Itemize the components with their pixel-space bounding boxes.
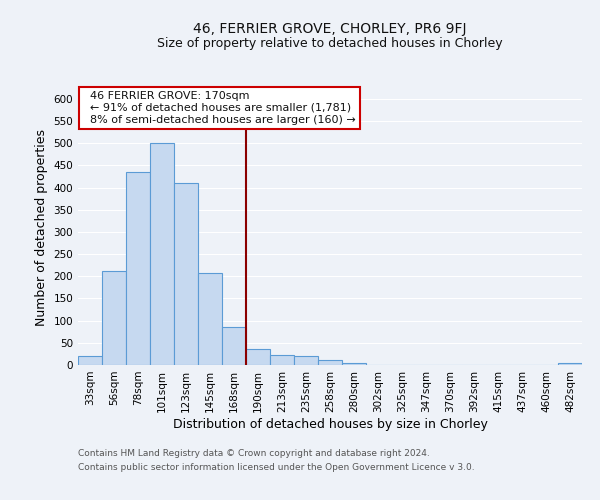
Bar bbox=[294, 356, 318, 365]
Bar bbox=[246, 348, 270, 365]
Text: Size of property relative to detached houses in Chorley: Size of property relative to detached ho… bbox=[157, 38, 503, 51]
Bar bbox=[222, 328, 246, 365]
Text: Contains public sector information licensed under the Open Government Licence v : Contains public sector information licen… bbox=[78, 464, 475, 472]
Text: 46, FERRIER GROVE, CHORLEY, PR6 9FJ: 46, FERRIER GROVE, CHORLEY, PR6 9FJ bbox=[193, 22, 467, 36]
Bar bbox=[150, 143, 174, 365]
Bar bbox=[102, 271, 126, 365]
Bar bbox=[342, 363, 366, 365]
Bar bbox=[126, 172, 150, 365]
X-axis label: Distribution of detached houses by size in Chorley: Distribution of detached houses by size … bbox=[173, 418, 487, 430]
Bar bbox=[198, 272, 222, 365]
Y-axis label: Number of detached properties: Number of detached properties bbox=[35, 129, 48, 326]
Bar bbox=[558, 363, 582, 365]
Text: Contains HM Land Registry data © Crown copyright and database right 2024.: Contains HM Land Registry data © Crown c… bbox=[78, 448, 430, 458]
Bar bbox=[78, 356, 102, 365]
Bar bbox=[174, 183, 198, 365]
Bar bbox=[270, 355, 294, 365]
Text: 46 FERRIER GROVE: 170sqm
  ← 91% of detached houses are smaller (1,781)
  8% of : 46 FERRIER GROVE: 170sqm ← 91% of detach… bbox=[83, 92, 356, 124]
Bar bbox=[318, 360, 342, 365]
